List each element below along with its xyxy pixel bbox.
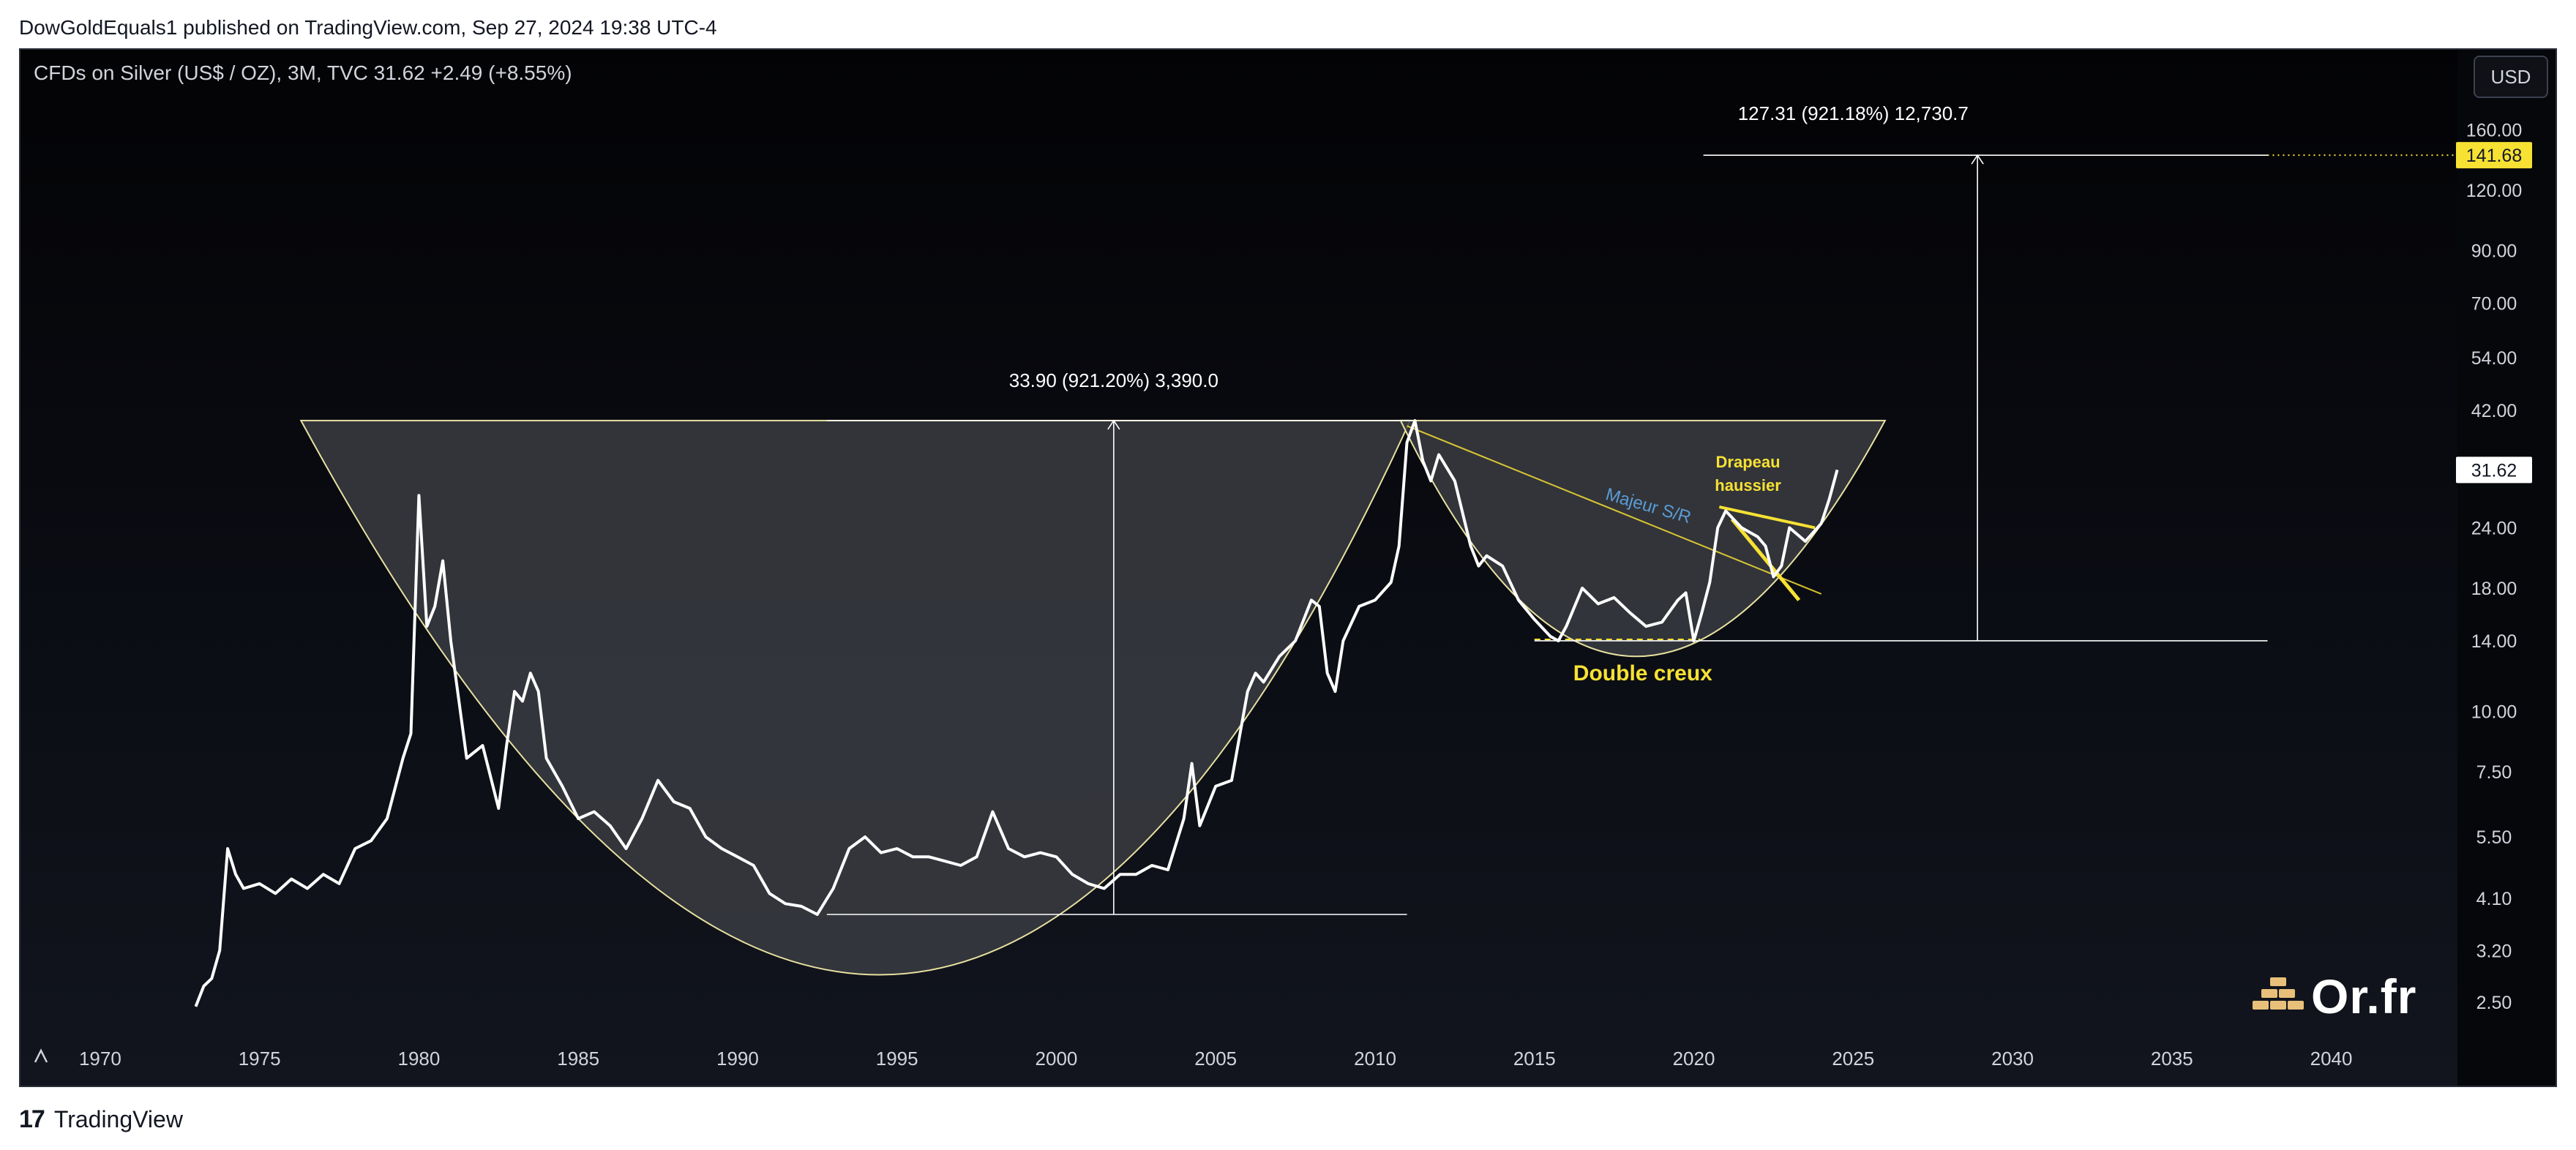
y-tick-label: 7.50 bbox=[2476, 762, 2512, 783]
tradingview-name: TradingView bbox=[53, 1105, 183, 1132]
y-tick-label: 54.00 bbox=[2471, 348, 2517, 369]
left-cup-region bbox=[299, 419, 1412, 976]
currency-button[interactable]: USD bbox=[2474, 56, 2548, 98]
collapse-caret-icon[interactable] bbox=[34, 1048, 48, 1063]
x-tick-label: 1975 bbox=[239, 1048, 281, 1070]
left-measure-arrow bbox=[1107, 419, 1120, 430]
x-tick-label: 1980 bbox=[397, 1048, 440, 1070]
symbol-legend[interactable]: CFDs on Silver (US$ / OZ), 3M, TVC 31.62… bbox=[34, 61, 572, 84]
y-tick-label: 14.00 bbox=[2471, 631, 2517, 652]
flag-label-line2: haussier bbox=[1715, 476, 1781, 495]
tradingview-footer: 17 TradingView bbox=[19, 1100, 183, 1138]
right-measure-label: 127.31 (921.18%) 12,730.7 bbox=[1738, 102, 1969, 124]
x-tick-label: 2015 bbox=[1513, 1048, 1556, 1070]
tradingview-logo-icon: 17 bbox=[19, 1105, 45, 1133]
flag-upper-line bbox=[1718, 506, 1816, 530]
x-tick-label: 2035 bbox=[2151, 1048, 2193, 1070]
left-measure-label: 33.90 (921.20%) 3,390.0 bbox=[1009, 369, 1218, 391]
y-tick-label: 42.00 bbox=[2471, 401, 2517, 421]
x-tick-label: 2030 bbox=[1991, 1048, 2034, 1070]
x-tick-label: 1990 bbox=[716, 1048, 759, 1070]
target-price-label: 141.68 bbox=[2466, 146, 2522, 166]
price-axis-band bbox=[2457, 50, 2556, 1086]
y-tick-label: 5.50 bbox=[2476, 827, 2512, 848]
right-cup-region bbox=[1399, 419, 1887, 657]
x-tick-label: 1985 bbox=[557, 1048, 599, 1070]
current-price-label: 31.62 bbox=[2471, 460, 2517, 481]
x-tick-label: 2040 bbox=[2310, 1048, 2353, 1070]
y-tick-label: 24.00 bbox=[2471, 518, 2517, 538]
x-tick-label: 2025 bbox=[1832, 1048, 1874, 1070]
current-price-tag bbox=[2456, 456, 2532, 484]
double-bottom-label: Double creux bbox=[1573, 661, 1712, 685]
x-tick-label: 1970 bbox=[79, 1048, 121, 1070]
y-tick-label: 10.00 bbox=[2471, 702, 2517, 722]
gold-bars-icon bbox=[2253, 974, 2304, 1018]
flag-label-line1: Drapeau bbox=[1716, 453, 1781, 471]
x-tick-label: 2020 bbox=[1673, 1048, 1715, 1070]
y-tick-label: 120.00 bbox=[2466, 181, 2522, 201]
chart-panel[interactable]: 33.90 (921.20%) 3,390.0 127.31 (921.18%) … bbox=[19, 48, 2557, 1087]
right-measure-arrow bbox=[1971, 154, 1984, 165]
x-tick-label: 2000 bbox=[1036, 1048, 1078, 1070]
y-tick-label: 3.20 bbox=[2476, 941, 2512, 961]
target-price-tag bbox=[2456, 142, 2532, 169]
y-tick-label: 160.00 bbox=[2466, 120, 2522, 140]
watermark-brand: Or.fr bbox=[2311, 969, 2417, 1023]
y-tick-label: 18.00 bbox=[2471, 579, 2517, 599]
publisher-header: DowGoldEquals1 published on TradingView.… bbox=[19, 10, 717, 45]
y-tick-label: 70.00 bbox=[2471, 293, 2517, 314]
publisher-text: DowGoldEquals1 published on TradingView.… bbox=[19, 16, 717, 39]
x-tick-label: 2005 bbox=[1194, 1048, 1237, 1070]
silver-price-line bbox=[194, 418, 1839, 1007]
y-tick-label: 90.00 bbox=[2471, 241, 2517, 261]
orfr-watermark: Or.fr bbox=[2253, 967, 2416, 1026]
x-tick-label: 1995 bbox=[876, 1048, 918, 1070]
x-tick-label: 2010 bbox=[1354, 1048, 1396, 1070]
y-tick-label: 4.10 bbox=[2476, 889, 2512, 909]
price-chart[interactable]: 33.90 (921.20%) 3,390.0 127.31 (921.18%) … bbox=[20, 50, 2556, 1086]
y-tick-label: 2.50 bbox=[2476, 993, 2512, 1013]
major-sr-line bbox=[1407, 425, 1822, 595]
flag-lower-line bbox=[1730, 518, 1801, 601]
